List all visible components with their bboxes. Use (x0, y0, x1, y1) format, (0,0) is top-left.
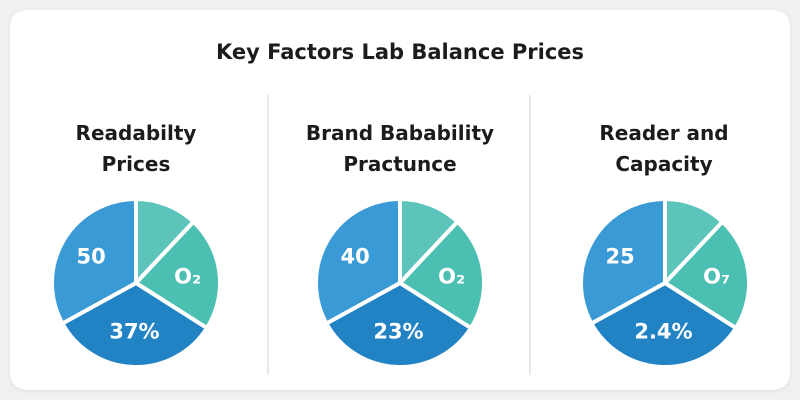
slice-label: 23% (373, 320, 423, 344)
slice-label: 50 (77, 244, 106, 268)
infographic-card: Key Factors Lab Balance Prices Readabilt… (10, 10, 790, 390)
slice-label: O₂ (174, 264, 201, 288)
pie-slice (661, 218, 751, 331)
slice-label: O₂ (438, 264, 465, 288)
pie-slice (50, 196, 138, 327)
slice-label: 25 (606, 244, 635, 268)
pie-slice (132, 218, 222, 331)
slice-label: 2.4% (634, 320, 692, 344)
divider (267, 95, 269, 375)
pie-charts: O₂ 37% 50 O₂ 23% 40 O₇ 2.4% 25 (50, 196, 751, 369)
chart-title: Readabilty Prices (75, 121, 197, 176)
pie-slice (579, 196, 667, 327)
slice-label: 37% (109, 320, 159, 344)
page-title: Key Factors Lab Balance Prices (215, 40, 585, 64)
chart-title: Brand Babability Practunce (305, 121, 495, 176)
chart-title: Reader and Capacity (599, 121, 729, 176)
panel-brand: Brand Babability Practunce (270, 118, 530, 180)
panel-readability: Readabilty Prices (6, 118, 266, 180)
panel-reader: Reader and Capacity (534, 118, 794, 180)
pie-slice (314, 196, 402, 327)
slice-label: 40 (341, 244, 370, 268)
slice-label: O₇ (703, 264, 730, 288)
divider (529, 95, 531, 375)
pie-slice (396, 218, 486, 331)
